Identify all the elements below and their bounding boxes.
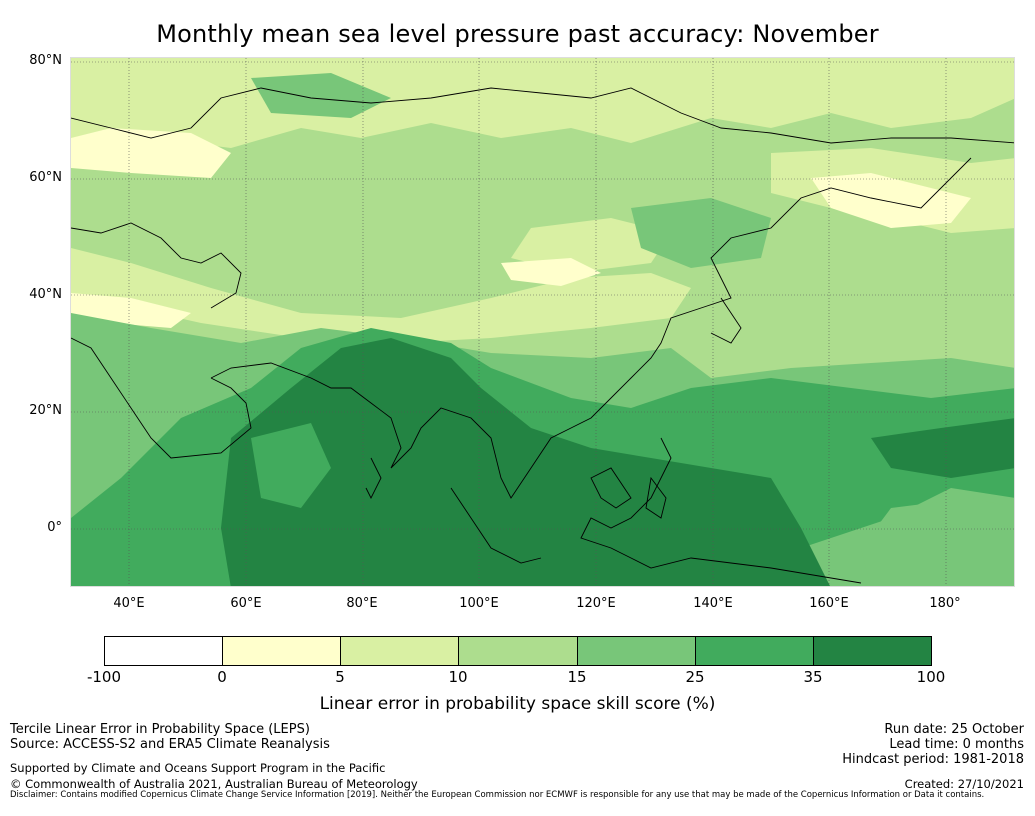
colorbar-segment xyxy=(105,637,224,665)
lat-label: 80°N xyxy=(29,53,62,68)
colorbar-tick: 35 xyxy=(803,668,823,686)
skill-region-15-25 xyxy=(631,198,771,268)
lon-label: 40°E xyxy=(113,596,145,611)
skill-region-25-35 xyxy=(251,423,331,508)
footer-method: Tercile Linear Error in Probability Spac… xyxy=(10,722,310,737)
footer-created: Created: 27/10/2021 xyxy=(904,777,1024,791)
skill-region-15-25 xyxy=(251,73,391,118)
lon-label: 140°E xyxy=(693,596,733,611)
colorbar-segment xyxy=(577,637,696,665)
footer-run-date: Run date: 25 October xyxy=(884,722,1024,737)
footer-disclaimer: Disclaimer: Contains modified Copernicus… xyxy=(10,790,985,800)
lat-label: 60°N xyxy=(29,170,62,185)
colorbar-label: Linear error in probability space skill … xyxy=(319,694,716,714)
lon-label: 80°E xyxy=(346,596,378,611)
footer-copyright: © Commonwealth of Australia 2021, Austra… xyxy=(10,777,418,791)
skill-region-0-5 xyxy=(501,258,601,286)
colorbar-tick: 5 xyxy=(335,668,345,686)
lat-label: 20°N xyxy=(29,403,62,418)
footer-supported: Supported by Climate and Oceans Support … xyxy=(10,761,386,775)
lon-label: 60°E xyxy=(230,596,262,611)
lat-label: 40°N xyxy=(29,287,62,302)
lon-label: 120°E xyxy=(576,596,616,611)
colorbar-tick: 15 xyxy=(567,668,587,686)
gridlines xyxy=(71,58,1014,586)
colorbar-segment xyxy=(813,637,931,665)
lon-label: 180° xyxy=(929,596,961,611)
coastlines xyxy=(71,87,1014,584)
footer-hindcast: Hindcast period: 1981-2018 xyxy=(842,752,1024,767)
lon-label: 100°E xyxy=(459,596,499,611)
skill-region-5-10 xyxy=(71,248,691,343)
footer-source: Source: ACCESS-S2 and ERA5 Climate Reana… xyxy=(10,737,330,752)
lat-label: 0° xyxy=(47,520,62,535)
colorbar-tick: -100 xyxy=(86,668,122,686)
colorbar-segment xyxy=(695,637,814,665)
skill-region-0-5 xyxy=(811,173,971,228)
colorbar-tick: 100 xyxy=(916,668,946,686)
skill-score-map xyxy=(70,57,1015,587)
chart-title: Monthly mean sea level pressure past acc… xyxy=(156,20,879,48)
skill-region-35-100 xyxy=(871,418,1014,478)
colorbar-segment xyxy=(459,637,578,665)
skill-region-35-100 xyxy=(221,338,830,586)
colorbar-tick: 10 xyxy=(448,668,468,686)
map-canvas xyxy=(71,58,1014,586)
lon-label: 160°E xyxy=(809,596,849,611)
footer-lead-time: Lead time: 0 months xyxy=(889,737,1024,752)
colorbar-tick: 0 xyxy=(217,668,227,686)
skill-region-0-5 xyxy=(71,128,231,178)
skill-region-5-10 xyxy=(511,218,671,273)
colorbar-segment xyxy=(223,637,342,665)
colorbar xyxy=(104,636,932,666)
skill-region-15-25 xyxy=(861,498,1014,586)
colorbar-tick: 25 xyxy=(685,668,705,686)
colorbar-segment xyxy=(341,637,460,665)
